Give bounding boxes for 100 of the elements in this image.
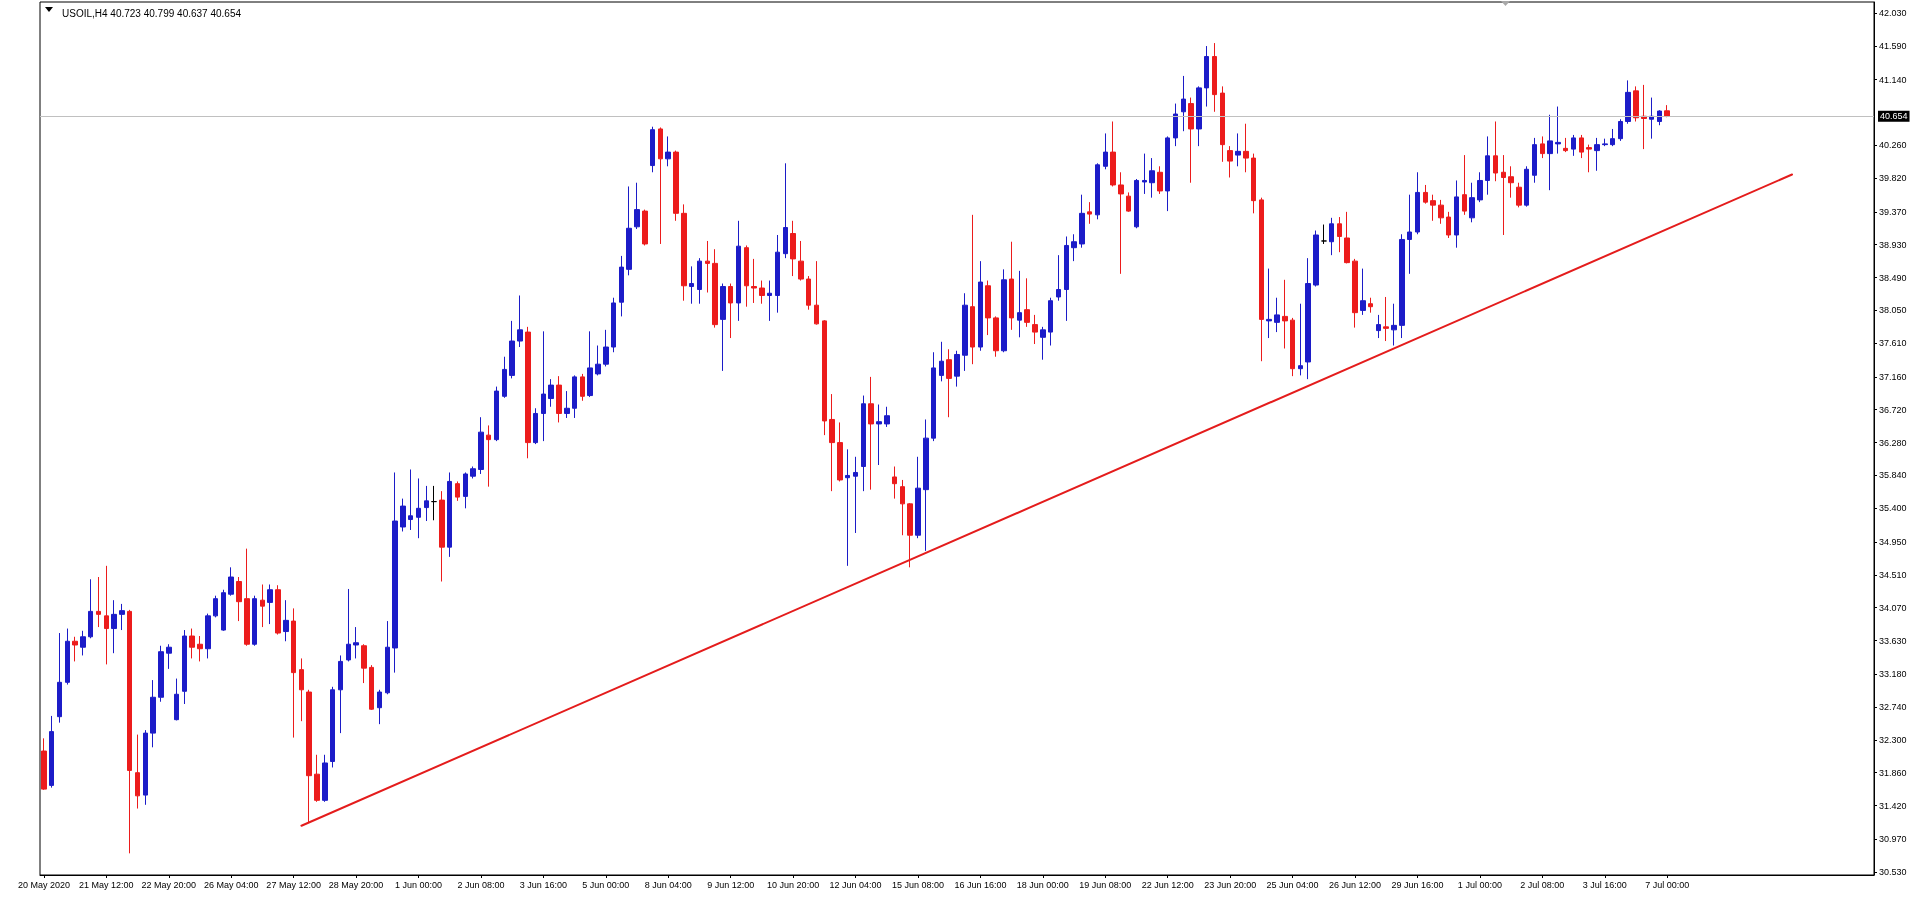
candlestick bbox=[1610, 128, 1615, 147]
candlestick bbox=[993, 315, 999, 358]
candlestick bbox=[1243, 123, 1249, 173]
x-tick-label: 10 Jun 20:00 bbox=[767, 879, 820, 890]
candlestick bbox=[853, 456, 858, 534]
candlestick bbox=[1555, 106, 1561, 155]
candlestick bbox=[1664, 104, 1670, 118]
x-tick-label: 15 Jun 08:00 bbox=[891, 879, 944, 890]
candlestick bbox=[1149, 157, 1155, 199]
candlestick bbox=[330, 686, 335, 768]
candlestick bbox=[486, 424, 491, 488]
x-tick-label: 21 May 12:00 bbox=[79, 879, 134, 890]
candlestick bbox=[829, 393, 835, 492]
candlestick bbox=[868, 376, 874, 491]
text: USOIL,H4 40.723 40.799 40.637 40.654 bbox=[62, 7, 242, 19]
candlestick bbox=[502, 356, 507, 399]
y-tick-label: 37.160 bbox=[1879, 371, 1907, 382]
candlestick bbox=[88, 578, 93, 639]
y-tick-label: 32.740 bbox=[1879, 701, 1907, 712]
candlestick bbox=[361, 643, 367, 684]
candlestick bbox=[1438, 199, 1444, 225]
candlestick bbox=[900, 479, 905, 536]
candlestick bbox=[931, 351, 936, 442]
candlestick bbox=[876, 404, 882, 466]
candlestick bbox=[455, 480, 460, 502]
candlestick bbox=[127, 609, 132, 854]
x-tick-label: 9 Jun 12:00 bbox=[707, 879, 755, 890]
candlestick bbox=[244, 548, 250, 647]
y-tick-label: 30.530 bbox=[1879, 867, 1907, 878]
candlestick bbox=[1594, 137, 1600, 172]
candlestick bbox=[111, 599, 117, 654]
ref-line-label: 40.654 bbox=[1880, 111, 1908, 122]
y-tick-label: 33.630 bbox=[1879, 635, 1907, 646]
candlestick bbox=[1586, 144, 1592, 173]
candlestick bbox=[1344, 211, 1350, 264]
candlestick bbox=[447, 471, 452, 558]
candlestick bbox=[424, 485, 429, 522]
candlestick bbox=[385, 620, 390, 695]
candlestick bbox=[1376, 314, 1381, 339]
candlestick bbox=[1024, 277, 1030, 328]
candlestick bbox=[892, 466, 897, 500]
candlestick bbox=[783, 162, 788, 259]
x-tick-label: 3 Jul 16:00 bbox=[1582, 879, 1627, 890]
candlestick bbox=[564, 390, 570, 419]
candlestick bbox=[1352, 258, 1358, 329]
x-tick-label: 28 May 20:00 bbox=[328, 879, 384, 890]
candlestick bbox=[697, 257, 702, 305]
candlestick bbox=[306, 689, 312, 823]
candlestick bbox=[1095, 162, 1100, 220]
candlestick bbox=[517, 294, 523, 348]
candlestick bbox=[985, 280, 991, 336]
candlestick bbox=[681, 203, 687, 302]
candlestick bbox=[1165, 135, 1170, 212]
candlestick bbox=[962, 292, 968, 372]
candlestick bbox=[72, 636, 78, 662]
candlestick bbox=[213, 595, 218, 618]
x-tick-label: 29 Jun 16:00 bbox=[1391, 879, 1444, 890]
candlestick bbox=[197, 635, 203, 662]
candlestick bbox=[150, 679, 156, 748]
candlestick bbox=[541, 330, 546, 442]
candlestick bbox=[634, 182, 640, 230]
candlestick bbox=[1298, 303, 1303, 376]
y-tick-label: 32.300 bbox=[1879, 734, 1907, 745]
candlestick bbox=[1532, 137, 1537, 184]
candlestick bbox=[1430, 194, 1436, 222]
y-tick-label: 30.970 bbox=[1879, 834, 1907, 845]
candlestick bbox=[291, 607, 296, 739]
candlestick bbox=[1157, 165, 1163, 195]
candlestick bbox=[1001, 268, 1007, 353]
candlestick bbox=[236, 576, 242, 622]
x-tick-label: 3 Jun 16:00 bbox=[519, 879, 567, 890]
candlestick bbox=[1227, 145, 1233, 178]
candlestick bbox=[119, 603, 125, 631]
candlestick bbox=[822, 319, 827, 436]
candlestick bbox=[1064, 235, 1069, 322]
candlestick bbox=[1540, 135, 1545, 159]
y-tick-label: 38.930 bbox=[1879, 239, 1907, 250]
candlestick bbox=[1181, 75, 1186, 132]
candlestick bbox=[806, 275, 811, 311]
y-tick-label: 41.140 bbox=[1879, 74, 1907, 85]
candlestick bbox=[174, 678, 179, 721]
candlestick bbox=[283, 599, 289, 642]
candlestick bbox=[470, 466, 476, 479]
candlestick bbox=[705, 240, 710, 293]
candlestick bbox=[228, 566, 234, 597]
x-tick-label: 1 Jun 00:00 bbox=[394, 879, 443, 890]
candlestick bbox=[556, 375, 562, 423]
x-tick-label: 16 Jun 16:00 bbox=[954, 879, 1007, 890]
candlestick bbox=[611, 297, 616, 353]
candlestick bbox=[548, 378, 554, 408]
candlestick bbox=[744, 244, 749, 308]
candlestick bbox=[533, 407, 538, 445]
candlestick bbox=[1313, 230, 1319, 288]
candlestick bbox=[463, 471, 468, 509]
candlestick bbox=[143, 729, 148, 806]
candlestick bbox=[1134, 178, 1139, 229]
candlestick bbox=[509, 320, 515, 379]
candlestick bbox=[587, 330, 593, 398]
x-tick-label: 27 May 12:00 bbox=[266, 879, 321, 890]
candlestick bbox=[314, 754, 320, 803]
